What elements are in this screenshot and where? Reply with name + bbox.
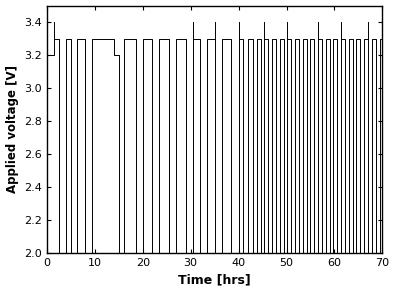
X-axis label: Time [hrs]: Time [hrs] xyxy=(178,273,251,286)
Y-axis label: Applied voltage [V]: Applied voltage [V] xyxy=(6,65,19,193)
